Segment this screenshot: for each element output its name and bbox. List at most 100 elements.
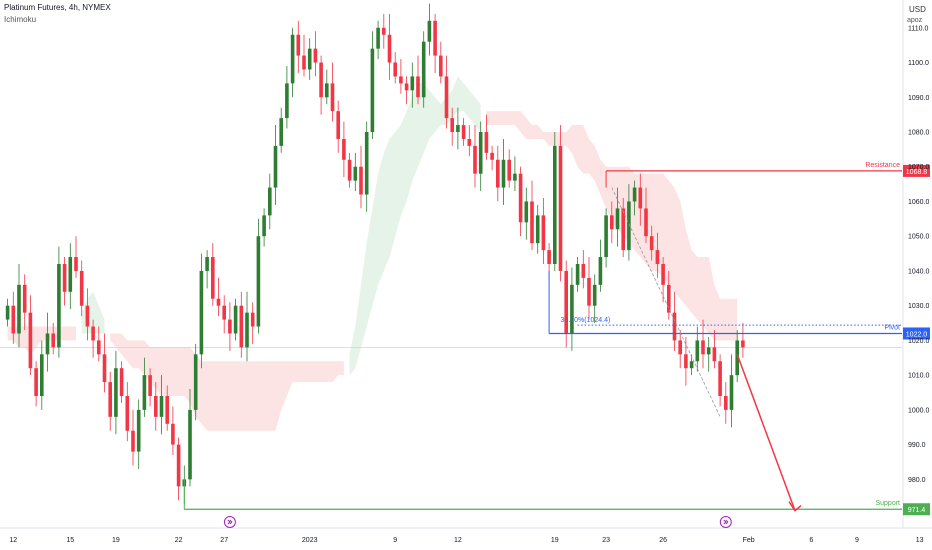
candle-26 <box>154 382 158 431</box>
candle-49 <box>285 66 289 129</box>
candle-21 <box>125 382 130 442</box>
candle-body <box>678 340 682 355</box>
candle-117 <box>672 291 677 351</box>
candle-67 <box>387 13 392 80</box>
candle-106 <box>610 201 614 244</box>
candle-body <box>461 125 466 139</box>
candle-body <box>621 208 625 251</box>
candle-97 <box>558 125 563 282</box>
candle-0 <box>5 298 10 327</box>
candle-111 <box>638 173 643 226</box>
y-tick-label: 990.0 <box>908 442 926 449</box>
candle-23 <box>136 399 141 469</box>
candle-body <box>256 236 261 327</box>
candle-24 <box>142 357 147 417</box>
candle-body <box>347 159 352 181</box>
candle-109 <box>627 184 631 261</box>
candle-56 <box>325 69 329 105</box>
candle-83 <box>478 121 483 192</box>
candle-body <box>136 409 141 452</box>
candle-body <box>387 34 392 63</box>
candle-1 <box>11 291 16 344</box>
candle-body <box>216 298 221 306</box>
candle-108 <box>621 198 625 258</box>
candle-126 <box>724 382 728 424</box>
x-tick-label: 13 <box>916 537 924 544</box>
candle-112 <box>644 187 648 244</box>
candle-body <box>456 125 460 132</box>
candle-body <box>735 340 739 376</box>
candle-body <box>5 305 10 320</box>
candle-41 <box>239 291 244 358</box>
candle-17 <box>102 333 107 393</box>
candle-94 <box>541 198 546 264</box>
candle-34 <box>199 253 204 369</box>
candle-20 <box>119 361 124 403</box>
candle-116 <box>667 270 671 320</box>
candle-48 <box>279 107 283 153</box>
candle-93 <box>535 204 540 254</box>
candle-body <box>376 27 380 49</box>
candle-body <box>370 48 375 133</box>
candle-body <box>655 250 660 264</box>
candle-body <box>667 284 671 313</box>
y-tick-label: 1110.0 <box>908 25 928 32</box>
candle-body <box>364 132 369 195</box>
candle-7 <box>45 312 50 372</box>
candle-body <box>199 270 204 355</box>
y-tick-label: 1100.0 <box>908 60 929 67</box>
candle-99 <box>570 267 574 351</box>
candle-6 <box>40 340 44 410</box>
candle-3 <box>22 274 27 330</box>
candle-body <box>262 215 266 237</box>
candle-100 <box>575 257 580 292</box>
candle-body <box>97 340 101 355</box>
y-tick-label: 1090.0 <box>908 95 930 102</box>
candle-body <box>718 361 722 396</box>
candle-body <box>541 215 546 251</box>
candle-body <box>279 118 283 146</box>
candle-127 <box>729 354 734 428</box>
candle-body <box>421 41 426 98</box>
candle-11 <box>68 243 73 310</box>
candle-42 <box>245 291 249 362</box>
candle-123 <box>706 336 711 372</box>
y-tick-label: 1070.0 <box>908 164 930 171</box>
candle-body <box>473 145 477 174</box>
candle-body <box>729 375 734 410</box>
candle-33 <box>193 343 198 421</box>
candle-71 <box>410 62 415 108</box>
candle-87 <box>501 138 506 205</box>
candle-101 <box>581 250 586 289</box>
candle-body <box>382 27 386 35</box>
candle-30 <box>176 437 181 501</box>
candle-body <box>325 83 329 98</box>
candle-body <box>416 76 420 98</box>
candle-54 <box>313 31 318 77</box>
candle-62 <box>359 145 363 209</box>
candle-body <box>649 236 654 251</box>
candle-35 <box>205 250 209 289</box>
event-marker-icon <box>223 516 236 528</box>
candle-body <box>91 326 95 341</box>
candle-body <box>165 396 169 424</box>
candle-body <box>684 354 688 369</box>
candle-77 <box>444 55 449 129</box>
candle-18 <box>108 371 112 431</box>
candle-15 <box>91 319 95 358</box>
candle-body <box>250 312 255 327</box>
candle-body <box>535 215 540 244</box>
candle-85 <box>490 145 494 171</box>
candle-body <box>313 48 318 63</box>
candle-body <box>496 159 500 188</box>
candle-body <box>558 145 563 271</box>
candle-body <box>193 354 198 410</box>
candle-body <box>490 152 494 160</box>
candle-36 <box>211 243 215 306</box>
candle-103 <box>592 274 597 324</box>
candle-39 <box>228 302 232 351</box>
candle-92 <box>530 180 534 251</box>
price-tag-resistance: 1068.8 <box>906 169 928 176</box>
